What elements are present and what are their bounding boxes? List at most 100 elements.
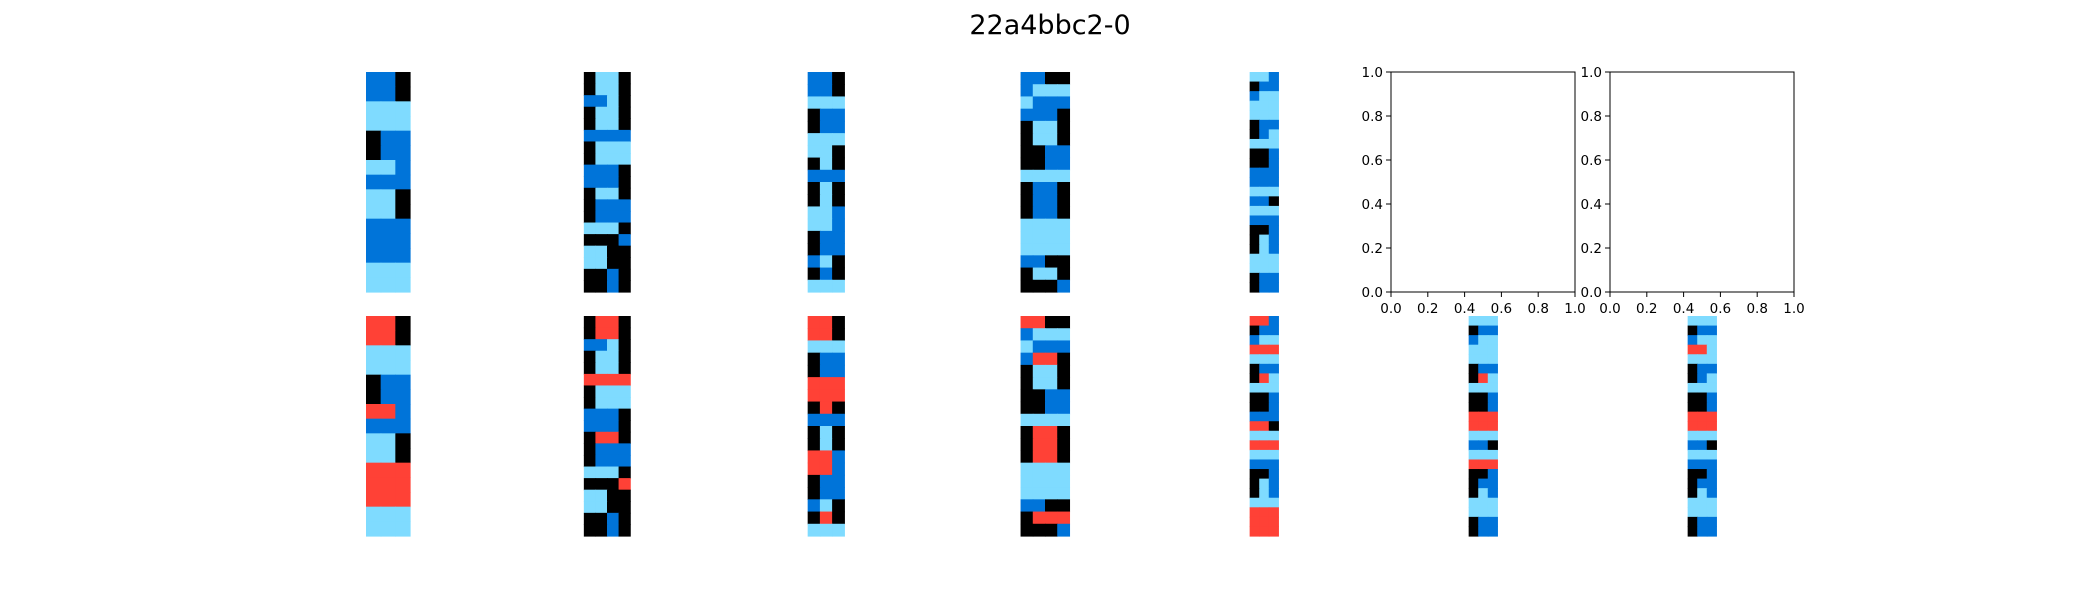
grid-cell bbox=[1268, 449, 1279, 461]
grid-cell bbox=[1249, 363, 1260, 374]
grid-cell bbox=[1032, 194, 1046, 208]
grid-cell bbox=[595, 153, 608, 166]
grid-cell bbox=[1706, 382, 1717, 394]
grid-cell bbox=[1249, 316, 1260, 327]
grid-cell bbox=[1687, 440, 1698, 451]
grid-cell bbox=[1706, 526, 1717, 537]
grid-cell bbox=[583, 397, 597, 410]
grid-cell bbox=[1268, 459, 1279, 470]
grid-cell bbox=[1032, 206, 1046, 220]
grid-cell bbox=[1057, 120, 1071, 134]
grid-cell bbox=[583, 95, 597, 108]
grid-cell bbox=[1020, 450, 1034, 464]
grid-cell bbox=[366, 174, 382, 190]
grid-cell bbox=[1478, 354, 1489, 365]
grid-cell bbox=[1249, 205, 1260, 217]
grid-cell bbox=[1468, 507, 1479, 518]
grid-cell bbox=[1020, 157, 1034, 171]
grid-cell bbox=[1259, 382, 1270, 394]
grid-cell bbox=[395, 389, 411, 405]
grid-cell bbox=[380, 277, 396, 293]
grid-cell bbox=[1045, 474, 1058, 488]
grid-cell bbox=[1045, 133, 1058, 146]
grid-cell bbox=[1687, 516, 1698, 528]
grid-cell bbox=[618, 420, 631, 433]
x-tick-label: 0.6 bbox=[1491, 301, 1512, 317]
grid-cell bbox=[1259, 205, 1270, 217]
grid-cell bbox=[1020, 474, 1034, 488]
grid-cell bbox=[1268, 263, 1279, 274]
grid-cell bbox=[1697, 373, 1708, 384]
grid-cell bbox=[1057, 438, 1071, 452]
grid-cell bbox=[1020, 389, 1034, 403]
grid-panel-r1-c0 bbox=[366, 316, 411, 537]
grid-cell bbox=[1268, 373, 1279, 384]
grid-cell bbox=[395, 248, 411, 264]
grid-cell bbox=[1045, 120, 1058, 134]
grid-cell bbox=[583, 362, 597, 375]
grid-cell bbox=[395, 204, 411, 220]
grid-cell bbox=[607, 431, 620, 444]
grid-cell bbox=[380, 86, 396, 102]
grid-cell bbox=[1249, 469, 1260, 480]
grid-cell bbox=[1249, 158, 1260, 169]
grid-cell bbox=[583, 245, 597, 258]
grid-cell bbox=[1478, 402, 1489, 413]
grid-cell bbox=[607, 164, 620, 177]
grid-cell bbox=[366, 116, 382, 132]
grid-cell bbox=[1259, 100, 1270, 111]
grid-cell bbox=[1468, 478, 1479, 489]
grid-cell bbox=[1468, 373, 1479, 384]
grid-cell bbox=[1045, 218, 1058, 232]
grid-cell bbox=[607, 199, 620, 212]
grid-cell bbox=[1020, 267, 1034, 281]
grid-cell bbox=[366, 316, 382, 332]
grid-cell bbox=[607, 222, 620, 235]
grid-cell bbox=[832, 328, 845, 342]
grid-cell bbox=[583, 350, 597, 363]
grid-cell bbox=[607, 268, 620, 282]
grid-cell bbox=[1478, 382, 1489, 394]
grid-cell bbox=[380, 130, 396, 146]
grid-cell bbox=[1020, 487, 1034, 500]
y-tick-label: 1.0 bbox=[1362, 65, 1383, 81]
grid-cell bbox=[1268, 225, 1279, 236]
grid-cell bbox=[595, 199, 608, 212]
grid-cell bbox=[807, 96, 821, 110]
grid-cell bbox=[395, 262, 411, 278]
grid-cell bbox=[1687, 316, 1698, 327]
grid-cell bbox=[380, 101, 396, 117]
grid-cell bbox=[1697, 344, 1708, 355]
grid-cell bbox=[1032, 474, 1046, 488]
grid-cell bbox=[607, 280, 620, 293]
grid-cell bbox=[583, 408, 597, 421]
grid-cell bbox=[819, 328, 833, 342]
grid-cell bbox=[595, 431, 608, 444]
grid-cell bbox=[380, 360, 396, 376]
grid-cell bbox=[595, 385, 608, 398]
grid-cell bbox=[1687, 507, 1698, 518]
grid-cell bbox=[1045, 255, 1058, 269]
grid-cell bbox=[1057, 352, 1071, 366]
grid-cell bbox=[1478, 516, 1489, 528]
grid-cell bbox=[1697, 354, 1708, 365]
grid-cell bbox=[1259, 167, 1270, 178]
grid-cell bbox=[1057, 328, 1071, 342]
grid-cell bbox=[819, 133, 833, 146]
grid-cell bbox=[1045, 169, 1058, 183]
grid-cell bbox=[832, 182, 845, 195]
grid-cell bbox=[366, 477, 382, 493]
grid-cell bbox=[1468, 382, 1479, 394]
grid-cell bbox=[1487, 497, 1498, 508]
grid-cell bbox=[819, 450, 833, 464]
grid-cell bbox=[1478, 335, 1489, 346]
grid-cell bbox=[380, 462, 396, 478]
grid-cell bbox=[1259, 373, 1270, 384]
grid-cell bbox=[395, 360, 411, 376]
y-tick-label: 0.2 bbox=[1362, 241, 1383, 257]
grid-cell bbox=[1268, 421, 1279, 432]
grid-cell bbox=[1268, 91, 1279, 102]
grid-cell bbox=[1259, 91, 1270, 102]
grid-cell bbox=[1249, 344, 1260, 355]
grid-cell bbox=[607, 524, 620, 537]
